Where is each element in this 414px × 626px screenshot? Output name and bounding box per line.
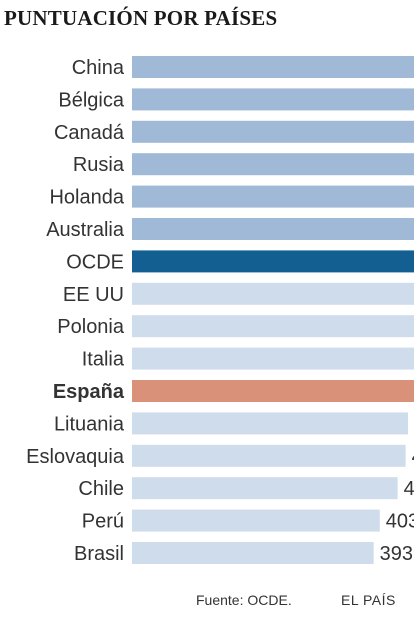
bar-rusia [132, 153, 414, 176]
value-label-eslovaquia: 445 [412, 446, 414, 468]
bar-ocde [132, 250, 414, 273]
category-label-rusia: Rusia [73, 154, 125, 176]
category-label-chile: Chile [78, 478, 124, 500]
category-label-peru: Perú [82, 511, 124, 533]
chart-title: PUNTUACIÓN POR PAÍSES [4, 6, 278, 30]
category-label-italia: Italia [82, 349, 125, 371]
publisher-brand: EL PAÍS [341, 592, 396, 608]
category-label-ee-uu: EE UU [63, 284, 124, 306]
bar-chile [132, 477, 398, 500]
bar-espana [132, 380, 414, 402]
category-label-lituania: Lituania [54, 413, 125, 435]
category-label-holanda: Holanda [49, 187, 124, 209]
category-label-polonia: Polonia [57, 316, 125, 338]
category-label-china: China [72, 57, 125, 79]
bar-peru [132, 509, 380, 532]
bar-italia [132, 347, 414, 370]
bar-australia [132, 218, 414, 240]
category-label-eslovaquia: Eslovaquia [26, 446, 125, 468]
category-label-belgica: Bélgica [58, 89, 124, 111]
bar-brasil [132, 542, 374, 564]
category-label-brasil: Brasil [74, 543, 124, 565]
bar-canada [132, 120, 414, 143]
bar-lituania [132, 412, 409, 435]
bar-eslovaquia [132, 444, 406, 467]
bar-china [132, 56, 414, 78]
category-label-australia: Australia [46, 219, 125, 241]
value-label-peru: 403 [386, 511, 414, 533]
bar-holanda [132, 185, 414, 208]
source-note: Fuente: OCDE. [196, 592, 292, 608]
bar-ee-uu [132, 282, 414, 305]
value-label-brasil: 393 [380, 543, 413, 565]
category-label-ocde: OCDE [66, 251, 124, 273]
value-label-chile: 432 [404, 478, 414, 500]
bar-belgica [132, 88, 414, 111]
category-label-canada: Canadá [54, 122, 125, 144]
category-label-espana: España [53, 381, 125, 403]
bar-chart: China566Bélgica541Canadá533Rusia512Holan… [26, 56, 414, 565]
bar-polonia [132, 315, 414, 338]
